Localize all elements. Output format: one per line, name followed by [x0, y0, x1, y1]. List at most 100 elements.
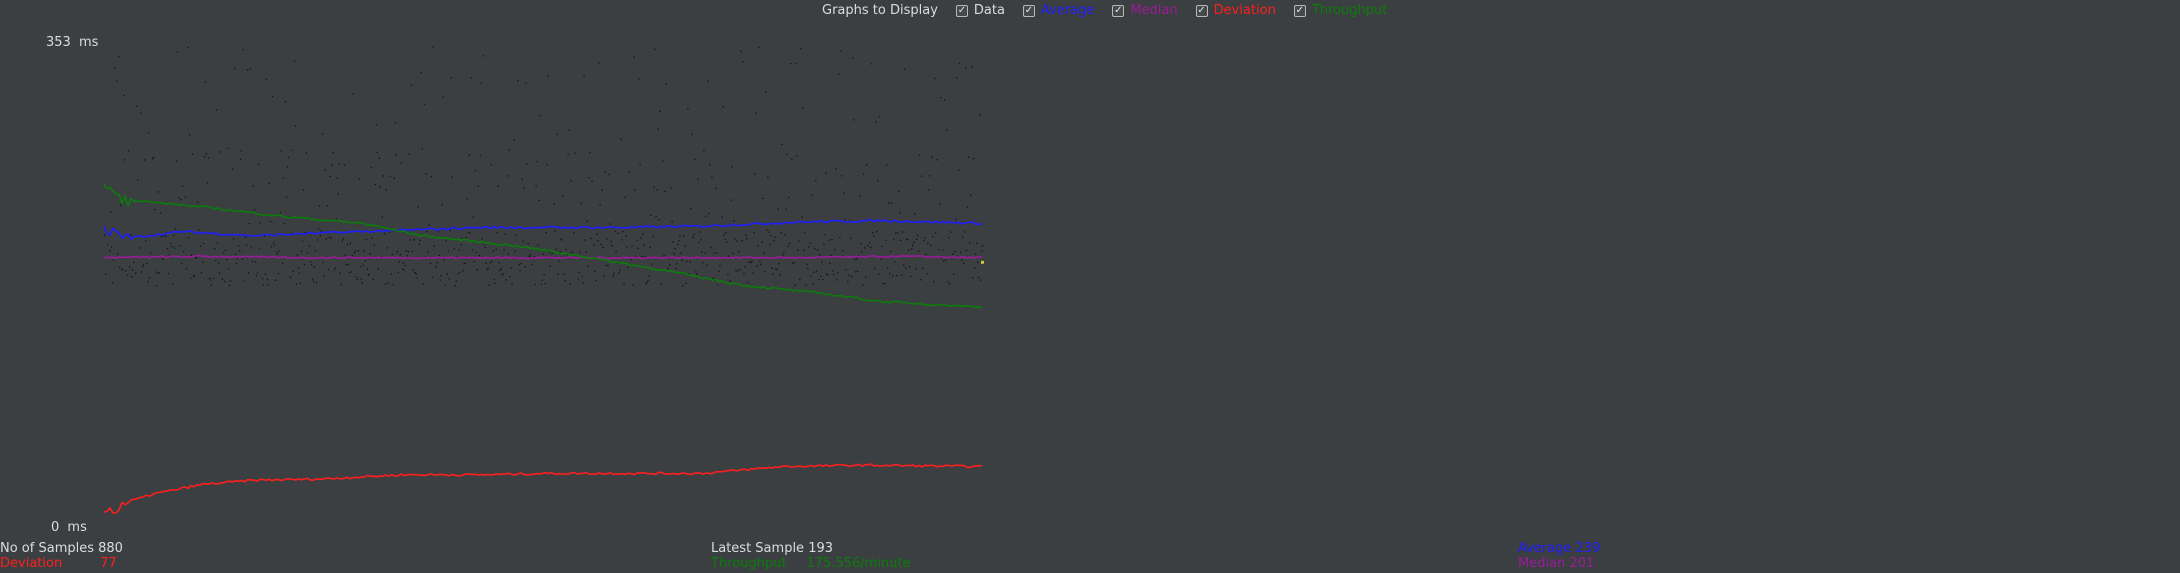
data-point	[448, 278, 450, 280]
data-point	[178, 245, 181, 247]
data-point	[979, 114, 981, 116]
data-point	[564, 280, 566, 282]
throughput-checkbox[interactable]: ✓	[1293, 4, 1306, 17]
data-point	[814, 247, 816, 250]
data-point	[916, 238, 918, 240]
data-point	[202, 242, 205, 244]
data-point	[430, 175, 432, 178]
data-point	[770, 235, 772, 237]
data-point	[538, 199, 540, 201]
average-checkbox[interactable]: ✓	[1022, 4, 1035, 17]
data-point	[423, 103, 425, 105]
option-median[interactable]: ✓ Median	[1112, 3, 1178, 18]
data-point	[757, 244, 759, 247]
data-point	[548, 251, 550, 253]
data-point	[662, 160, 664, 162]
data-point	[474, 169, 476, 172]
data-point	[427, 251, 429, 253]
data-point	[264, 273, 267, 275]
y-axis-max-value: 353	[46, 35, 71, 50]
data-point	[116, 80, 118, 82]
data-point	[640, 237, 642, 239]
data-point	[433, 245, 435, 247]
data-point	[384, 283, 386, 285]
data-point	[253, 209, 256, 211]
data-point	[241, 258, 244, 260]
data-point	[982, 245, 984, 247]
data-point	[801, 216, 803, 218]
data-point	[436, 262, 438, 264]
data-point	[332, 151, 334, 153]
data-point	[724, 238, 726, 241]
data-point	[534, 283, 536, 286]
data-point	[860, 242, 862, 245]
data-point	[959, 62, 961, 65]
data-point	[497, 185, 499, 187]
data-point	[484, 246, 486, 249]
data-point	[562, 195, 564, 197]
data-point	[832, 270, 834, 272]
data-point	[919, 154, 921, 156]
data-point	[496, 231, 498, 234]
data-point	[494, 282, 496, 284]
data-point	[835, 168, 837, 170]
data-point	[593, 244, 595, 246]
data-point	[171, 283, 174, 285]
data-checkbox[interactable]: ✓	[955, 4, 968, 17]
data-point	[680, 252, 682, 254]
data-point	[376, 151, 378, 154]
data-point	[242, 48, 245, 51]
data-point	[418, 243, 420, 245]
data-point	[739, 269, 741, 271]
data-point	[457, 273, 459, 275]
data-point	[702, 262, 704, 264]
data-point	[453, 248, 455, 250]
data-point	[623, 282, 625, 285]
data-point	[293, 60, 296, 62]
data-point	[601, 189, 603, 191]
data-point	[549, 265, 551, 267]
data-point	[946, 129, 948, 131]
data-point	[203, 156, 206, 158]
data-point	[478, 254, 480, 257]
data-point	[697, 178, 699, 180]
data-point	[406, 255, 408, 257]
data-point	[233, 68, 236, 70]
data-point	[787, 245, 789, 247]
data-point	[792, 262, 794, 264]
option-deviation[interactable]: ✓ Deviation	[1195, 3, 1276, 18]
option-throughput[interactable]: ✓ Throughput	[1293, 3, 1388, 18]
option-average[interactable]: ✓ Average	[1022, 3, 1094, 18]
data-point	[696, 273, 698, 275]
deviation-checkbox[interactable]: ✓	[1195, 4, 1208, 17]
data-point	[713, 252, 715, 254]
data-point	[489, 262, 491, 264]
data-point	[890, 250, 892, 252]
data-point	[476, 268, 478, 271]
data-point	[857, 270, 859, 272]
option-data[interactable]: ✓ Data	[955, 3, 1005, 18]
median-checkbox[interactable]: ✓	[1112, 4, 1125, 17]
data-point	[750, 261, 752, 264]
option-throughput-label: Throughput	[1311, 3, 1388, 18]
data-point	[542, 253, 544, 255]
data-point	[130, 234, 132, 236]
data-point	[483, 243, 485, 245]
data-point	[382, 175, 384, 177]
data-point	[803, 249, 805, 251]
data-point	[831, 238, 833, 241]
data-point	[296, 254, 299, 256]
data-point	[761, 241, 763, 243]
data-point	[208, 277, 211, 279]
data-point	[291, 149, 294, 152]
data-point	[118, 56, 120, 58]
data-point	[886, 164, 888, 166]
data-point	[125, 270, 127, 272]
data-point	[144, 159, 146, 161]
average-label: Average	[1518, 541, 1572, 556]
data-point	[933, 280, 935, 283]
data-point	[736, 240, 738, 242]
data-point	[309, 261, 312, 263]
data-point	[274, 279, 277, 281]
data-point	[392, 283, 394, 286]
